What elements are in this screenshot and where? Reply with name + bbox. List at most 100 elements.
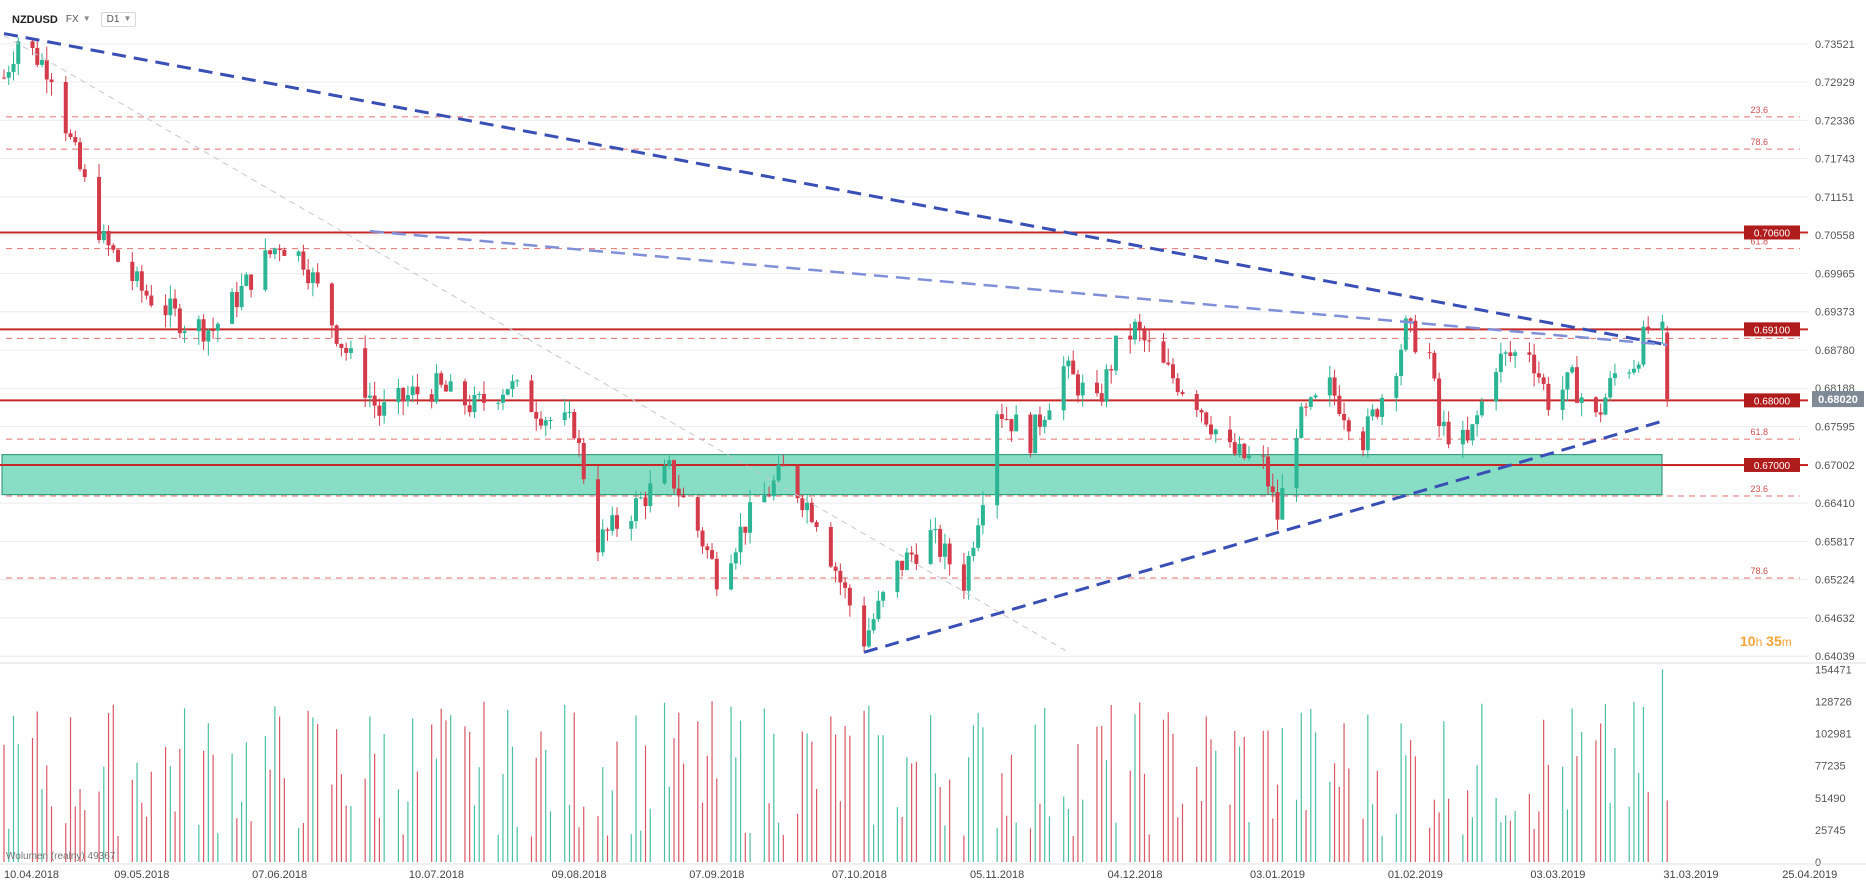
candle-body	[700, 530, 705, 547]
candle-body	[1470, 424, 1475, 441]
date-tick-label: 10.07.2018	[409, 869, 464, 881]
candle-body	[315, 272, 320, 284]
candle-body	[1047, 410, 1052, 420]
candle-body	[667, 460, 672, 466]
candle-body	[529, 380, 534, 413]
chevron-down-icon: ▼	[82, 14, 91, 23]
price-tick-label: 0.67002	[1815, 460, 1855, 472]
candle-body	[1142, 329, 1147, 341]
fib-level-label: 23.6	[1750, 105, 1768, 115]
candle-body	[448, 381, 453, 392]
candle-body	[534, 412, 539, 419]
candle-body	[805, 502, 810, 511]
candle-body	[904, 552, 909, 570]
candle-body	[562, 412, 567, 420]
candle-body	[106, 230, 111, 246]
support-zone	[1, 454, 1663, 496]
candle-body	[149, 295, 154, 306]
date-tick-label: 03.03.2019	[1530, 869, 1585, 881]
candle-body	[847, 587, 852, 606]
price-tick-label: 0.71151	[1815, 192, 1854, 204]
candle-body	[82, 169, 87, 178]
price-tick-label: 0.73521	[1815, 39, 1855, 51]
price-level-tag-label: 0.68000	[1754, 396, 1791, 407]
candle-body	[415, 386, 420, 395]
candle-body	[1437, 378, 1442, 426]
candle-body	[1494, 372, 1499, 402]
candle-body	[40, 60, 45, 65]
candle-body	[1608, 378, 1613, 398]
candle-body	[1004, 419, 1009, 421]
countdown-hours: 10	[1740, 633, 1756, 649]
candle-body	[401, 387, 406, 402]
candle-body	[947, 543, 952, 565]
candle-body	[1432, 352, 1437, 379]
candle-body	[871, 619, 876, 631]
candle-body	[543, 420, 548, 426]
interval-select[interactable]: D1 ▼	[100, 12, 137, 27]
price-level-tag	[1744, 322, 1800, 337]
candle-body	[938, 528, 943, 557]
candle-body	[1631, 368, 1636, 373]
candle-body	[339, 343, 344, 348]
candle-body	[795, 466, 800, 499]
candle-body	[234, 291, 239, 308]
candle-body	[1194, 394, 1199, 411]
candle-body	[382, 402, 387, 416]
candle-body	[1527, 352, 1532, 355]
candle-body	[1427, 352, 1432, 354]
market-select[interactable]: FX ▼	[63, 13, 95, 26]
candle-body	[909, 552, 914, 555]
candle-body	[705, 546, 710, 551]
candle-body	[1574, 367, 1579, 403]
candle-body	[1113, 335, 1118, 371]
candle-body	[1104, 369, 1109, 402]
candle-body	[244, 274, 249, 286]
volume-tick-label: 154471	[1815, 664, 1852, 676]
candle-body	[477, 394, 482, 396]
volume-tick-label: 77235	[1815, 761, 1846, 773]
candle-body	[995, 414, 1000, 506]
candle-body	[35, 47, 40, 65]
symbol-label[interactable]: NZDUSD	[12, 13, 58, 26]
candle-body	[1603, 397, 1608, 415]
candle-body	[443, 384, 448, 392]
candle-body	[838, 570, 843, 583]
candle-body	[1137, 321, 1142, 330]
candle-body	[866, 630, 871, 647]
candle-body	[1280, 488, 1285, 520]
candle-body	[467, 405, 472, 413]
candle-body	[510, 381, 515, 390]
candle-body	[629, 521, 634, 529]
candle-body	[1270, 486, 1275, 493]
candle-body	[1261, 455, 1266, 457]
candle-body	[78, 142, 83, 170]
candle-body	[1033, 414, 1038, 454]
candle-body	[6, 72, 11, 78]
candle-body	[1161, 341, 1166, 363]
candle-body	[1247, 455, 1252, 459]
candle-body	[600, 529, 605, 553]
price-tick-label: 0.72336	[1815, 115, 1855, 127]
candle-body	[268, 250, 273, 255]
candle-body	[596, 479, 600, 553]
candle-body	[500, 394, 505, 403]
candle-body	[101, 230, 106, 241]
candle-body	[272, 248, 277, 255]
candle-body	[63, 82, 68, 134]
candle-body	[429, 394, 434, 402]
candle-body	[1266, 456, 1271, 487]
candle-body	[515, 380, 520, 382]
price-tick-label: 0.71743	[1815, 154, 1855, 166]
trendline	[3, 35, 1069, 653]
candle-body	[396, 387, 401, 403]
candle-body	[1394, 376, 1399, 398]
candle-body	[681, 495, 686, 498]
candle-body	[363, 348, 368, 398]
candle-body	[439, 373, 444, 385]
candle-body	[97, 177, 102, 241]
candle-body	[971, 547, 976, 556]
candle-body	[1627, 372, 1632, 374]
candle-body	[49, 79, 54, 83]
